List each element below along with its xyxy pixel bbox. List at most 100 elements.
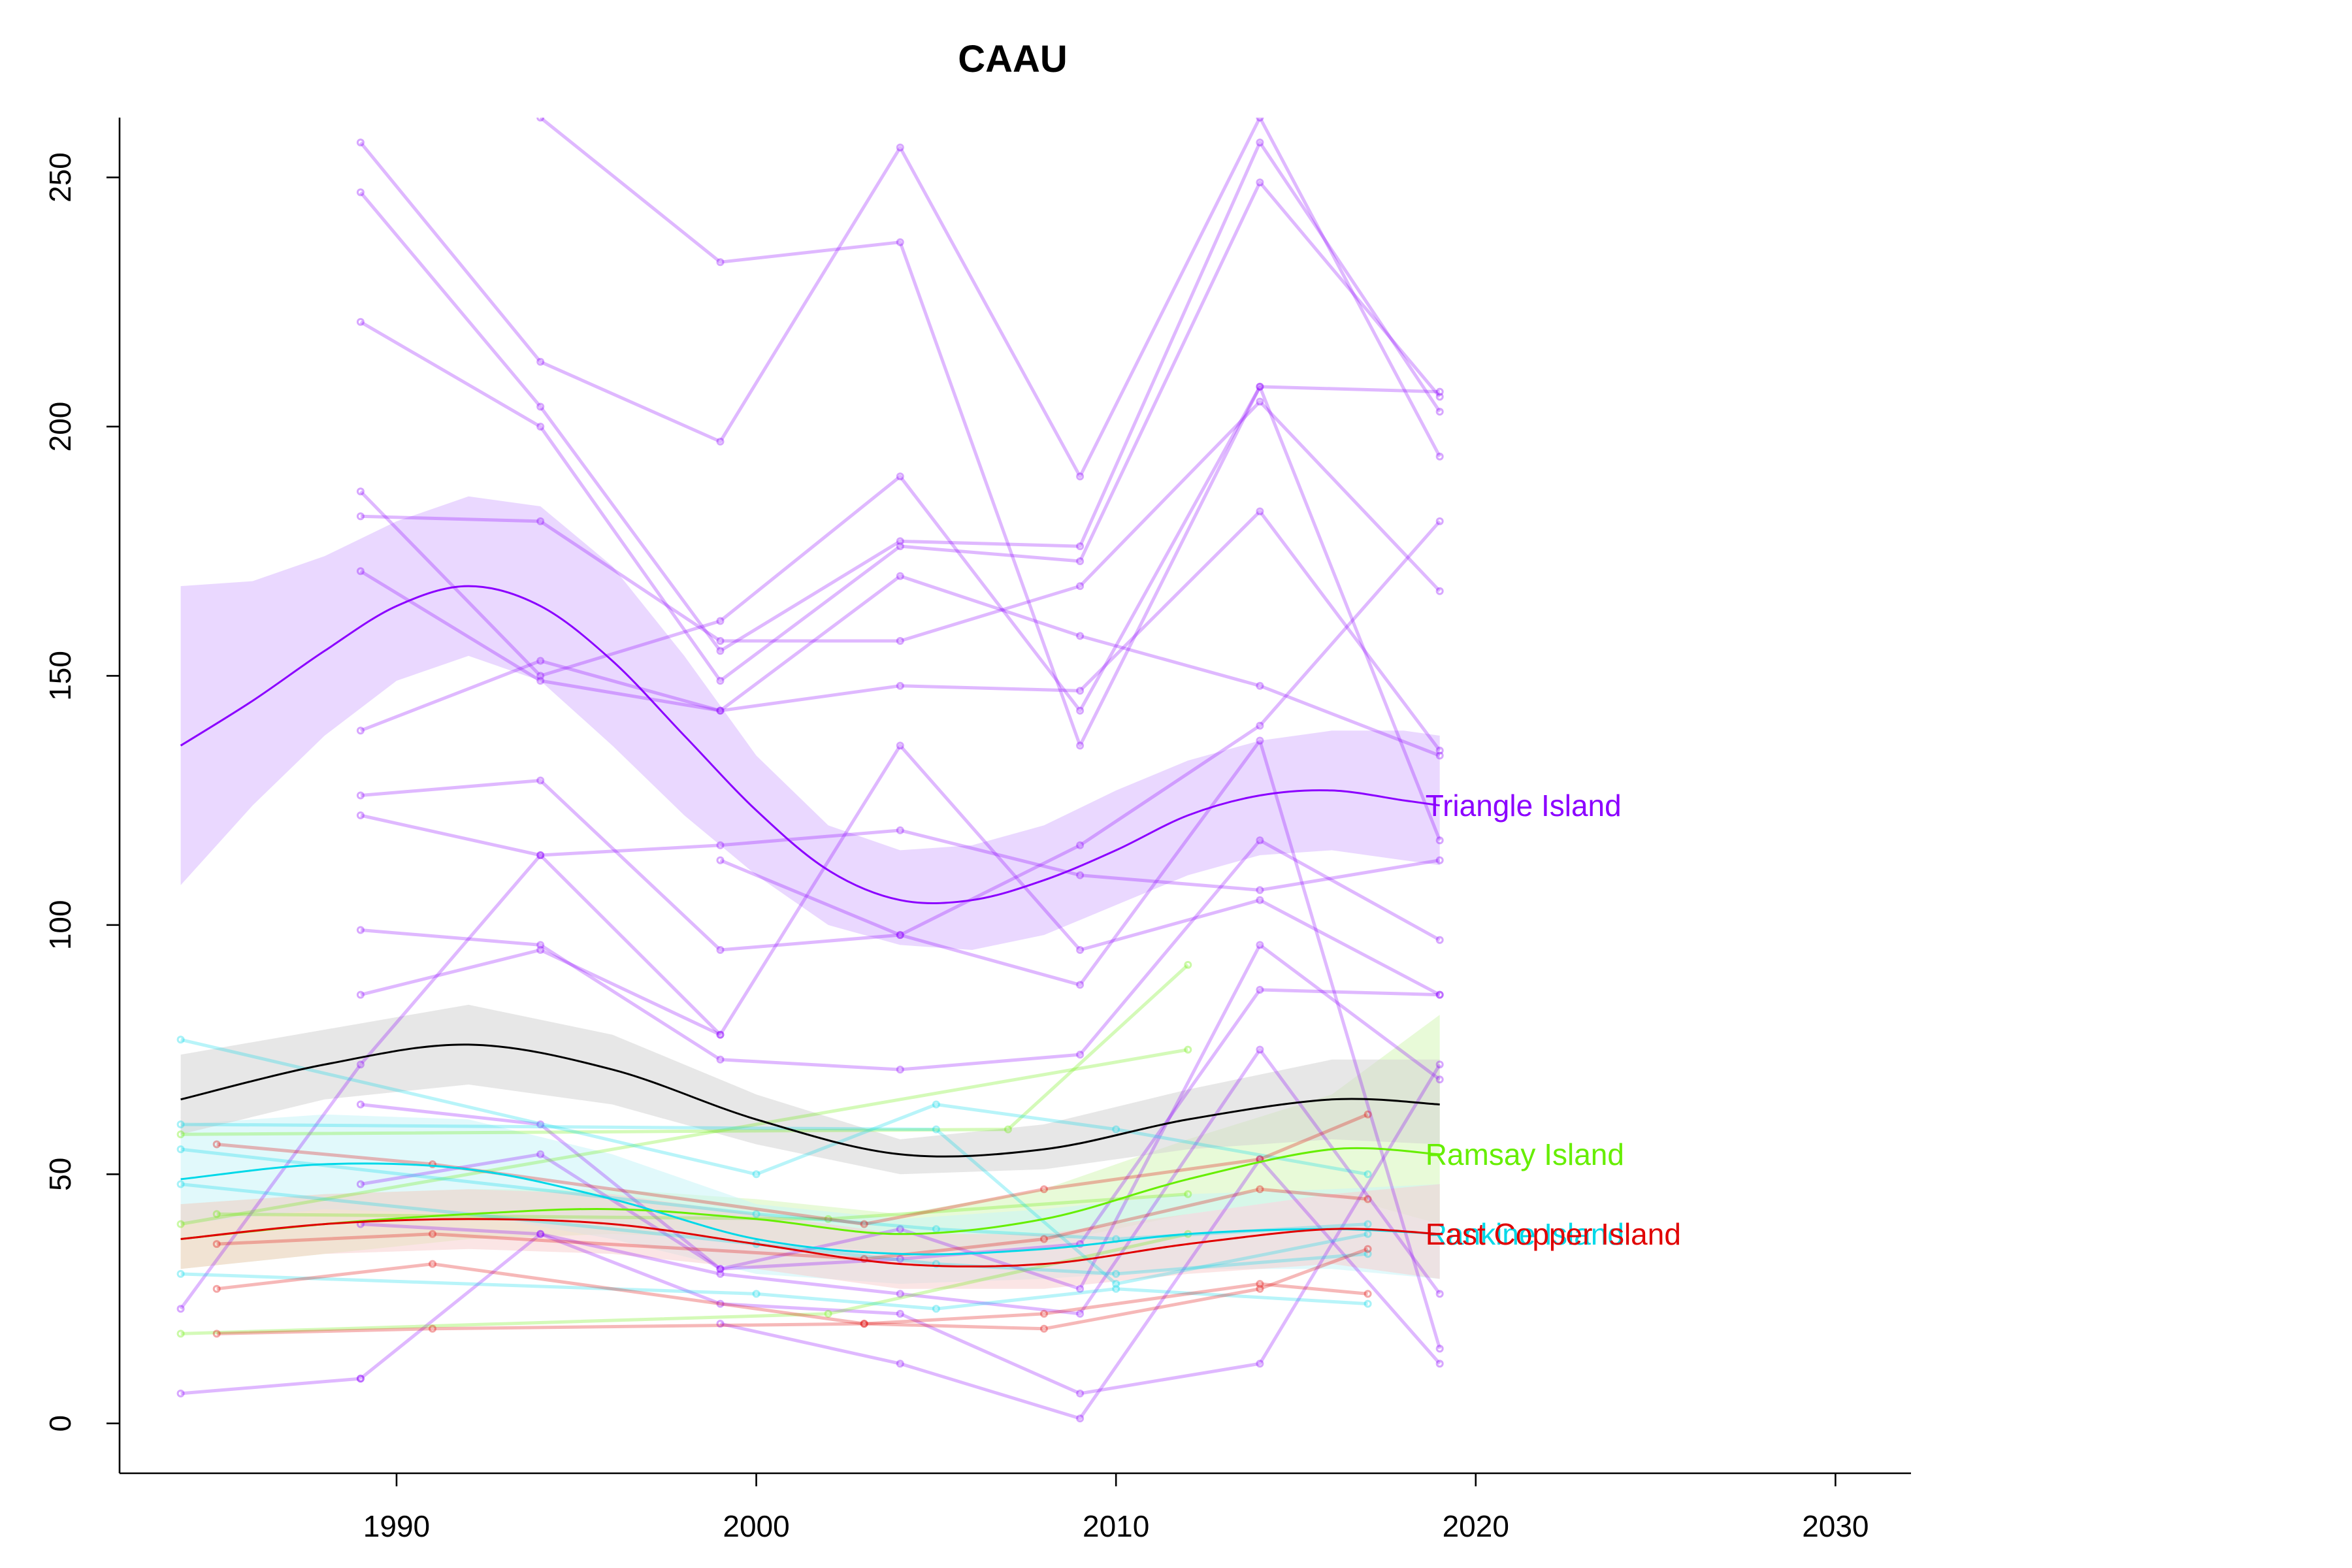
site-point-triangle-island: [356, 926, 365, 934]
site-point-triangle-island: [536, 1150, 545, 1158]
site-point-triangle-island: [1256, 382, 1264, 391]
site-point-triangle-island: [1076, 582, 1085, 591]
site-point-east-copper-island: [429, 1324, 436, 1333]
series-label-ramsay-island: Ramsay Island: [1426, 1137, 1624, 1171]
site-point-rankine-island: [1112, 1284, 1120, 1293]
site-point-ramsay-island: [824, 1215, 832, 1223]
site-point-triangle-island: [1435, 387, 1444, 396]
site-point-triangle-island: [896, 1255, 904, 1263]
site-point-triangle-island: [896, 1066, 904, 1074]
site-point-triangle-island: [1435, 408, 1444, 416]
site-point-rankine-island: [932, 1305, 940, 1313]
site-point-triangle-island: [896, 1360, 904, 1368]
site-point-triangle-island: [1076, 1414, 1085, 1423]
x-tick-label: 2020: [1443, 1509, 1509, 1543]
site-point-east-copper-island: [212, 1284, 221, 1293]
site-point-triangle-island: [896, 472, 904, 481]
site-point-triangle-island: [356, 811, 365, 819]
site-line-triangle-island-9: [360, 813, 1441, 892]
plot-area: [176, 118, 1444, 1423]
site-point-ramsay-island: [176, 1220, 185, 1228]
site-point-triangle-island: [1256, 941, 1264, 949]
site-line-rankine-island-4: [180, 1183, 1368, 1276]
site-point-triangle-island: [896, 542, 904, 551]
site-line-triangle-island-19: [719, 1157, 1441, 1420]
site-point-triangle-island: [1256, 1045, 1264, 1054]
site-point-triangle-island: [1076, 687, 1085, 695]
site-point-rankine-island: [176, 1269, 185, 1278]
confidence-band-east-copper-island: [180, 1184, 1440, 1289]
site-point-triangle-island: [1256, 736, 1264, 745]
site-point-triangle-island: [716, 1269, 725, 1278]
site-point-ramsay-island: [176, 1330, 185, 1338]
site-point-triangle-island: [1435, 990, 1444, 999]
site-point-rankine-island: [176, 1036, 185, 1044]
site-point-rankine-island: [1112, 1125, 1120, 1134]
site-point-rankine-island: [176, 1180, 185, 1188]
site-line-triangle-island-1: [359, 118, 1441, 478]
site-line-triangle-island-17: [539, 118, 1442, 841]
site-point-triangle-island: [536, 402, 545, 411]
site-line-east-copper-island-2: [216, 1187, 1368, 1261]
site-point-triangle-island: [896, 826, 904, 834]
site-point-triangle-island: [716, 841, 725, 849]
trend-line-triangle-island: [180, 585, 1440, 905]
site-point-east-copper-island: [212, 1330, 221, 1338]
site-point-ramsay-island: [1184, 1190, 1192, 1198]
site-line-triangle-island-8: [360, 520, 1441, 952]
site-point-triangle-island: [1076, 841, 1085, 849]
site-point-triangle-island: [536, 423, 545, 431]
site-point-east-copper-island: [1364, 1245, 1372, 1253]
site-point-triangle-island: [1435, 1060, 1444, 1069]
site-point-triangle-island: [1076, 1240, 1085, 1249]
site-point-triangle-island: [1256, 139, 1264, 147]
trend-line-rankine-island: [180, 1162, 1440, 1256]
site-point-triangle-island: [1076, 1284, 1085, 1293]
site-point-rankine-island: [932, 1100, 940, 1109]
site-point-rankine-island: [752, 1210, 760, 1218]
site-point-triangle-island: [356, 188, 365, 197]
site-point-triangle-island: [356, 727, 365, 735]
site-point-triangle-island: [536, 1230, 545, 1238]
site-point-triangle-island: [1076, 1051, 1085, 1059]
site-point-triangle-island: [1256, 836, 1264, 845]
site-point-rankine-island: [1364, 1250, 1372, 1258]
site-point-triangle-island: [896, 931, 904, 939]
site-point-east-copper-island: [860, 1220, 868, 1228]
site-point-triangle-island: [716, 1265, 725, 1273]
site-point-triangle-island: [536, 517, 545, 525]
site-line-ramsay-island-4: [216, 1192, 1188, 1221]
site-point-triangle-island: [716, 1055, 725, 1064]
x-tick-label: 2010: [1083, 1509, 1149, 1543]
site-point-triangle-island: [1435, 990, 1444, 999]
site-line-triangle-island-16: [180, 1377, 361, 1396]
trend-line-ramsay-island: [180, 1147, 1440, 1240]
y-tick-label: 200: [43, 402, 77, 452]
site-point-triangle-island: [896, 637, 904, 645]
site-point-triangle-island: [176, 1389, 185, 1397]
site-point-triangle-island: [1435, 936, 1444, 944]
site-point-rankine-island: [932, 1125, 940, 1134]
site-line-triangle-island-7: [359, 574, 1441, 757]
site-point-triangle-island: [356, 1100, 365, 1109]
site-line-ramsay-island-3: [180, 1232, 1188, 1335]
site-point-triangle-island: [1256, 118, 1264, 122]
site-line-triangle-island-20: [179, 853, 722, 1310]
site-point-east-copper-island: [1256, 1280, 1264, 1288]
site-line-triangle-island-18: [719, 739, 1442, 1350]
site-line-ramsay-island-1: [180, 964, 1189, 1136]
site-point-triangle-island: [536, 946, 545, 954]
site-point-ramsay-island: [212, 1210, 221, 1218]
site-point-triangle-island: [716, 1320, 725, 1328]
site-point-triangle-island: [716, 706, 725, 715]
site-line-triangle-island-10: [360, 838, 1441, 1071]
site-point-east-copper-island: [1040, 1235, 1048, 1243]
site-point-triangle-island: [1435, 836, 1444, 845]
site-point-rankine-island: [1112, 1280, 1120, 1288]
site-point-triangle-island: [1435, 856, 1444, 864]
site-point-triangle-island: [1076, 1309, 1085, 1318]
x-tick-label: 2030: [1802, 1509, 1869, 1543]
site-line-triangle-island-15: [359, 1064, 1441, 1396]
site-point-triangle-island: [356, 1375, 365, 1383]
site-point-triangle-island: [356, 1180, 365, 1188]
